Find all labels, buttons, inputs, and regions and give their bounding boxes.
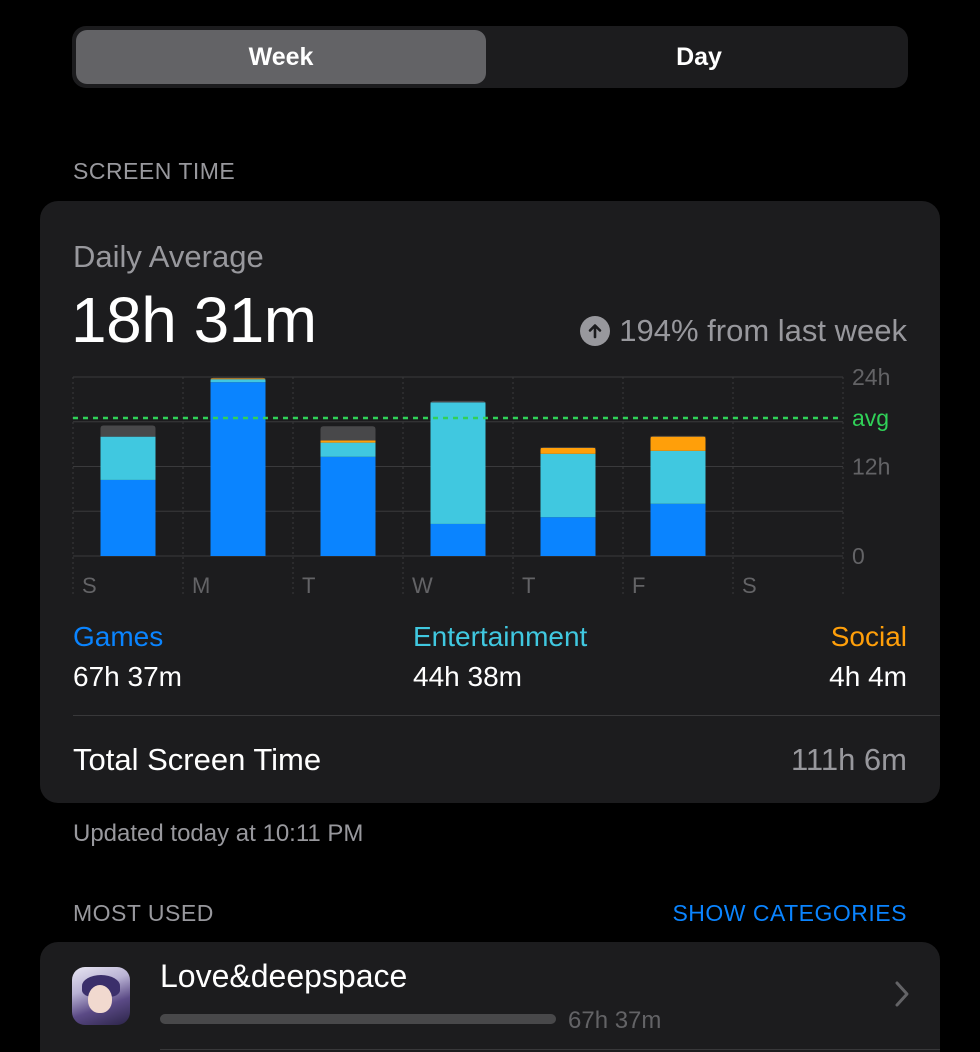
bar-segment-other: [540, 447, 596, 451]
weekly-change-text: 194% from last week: [619, 313, 907, 348]
screen-time-card[interactable]: Daily Average 18h 31m 194% from last wee…: [40, 201, 940, 803]
bar-segment-social: [650, 436, 706, 451]
day-segment[interactable]: Day: [676, 42, 722, 71]
bar-segment-entertainment: [650, 450, 706, 504]
daily-average-label: Daily Average: [73, 239, 264, 274]
day-tick-label: W: [412, 573, 433, 598]
week-segment[interactable]: Week: [76, 30, 486, 84]
category-social-name: Social: [830, 621, 907, 652]
weekly-change: 194% from last week: [580, 313, 907, 349]
screen-time-header: SCREEN TIME: [73, 158, 236, 184]
app-name: Love&deepspace: [160, 958, 408, 994]
bar-segment-games: [210, 382, 266, 556]
updated-timestamp: Updated today at 10:11 PM: [73, 820, 364, 847]
day-tick-label: S: [82, 573, 97, 598]
row-divider: [160, 1049, 940, 1050]
bar-segment-entertainment: [540, 453, 596, 518]
bar-segment-entertainment: [210, 379, 266, 383]
bar-segment-other: [650, 435, 706, 439]
week-day-segmented-control: Week Day: [72, 26, 908, 88]
category-games-value: 67h 37m: [73, 661, 182, 692]
category-social-value: 4h 4m: [829, 661, 907, 692]
y-tick-label: 24h: [852, 364, 890, 390]
chevron-right-icon: [895, 981, 909, 1007]
day-tick-label: F: [632, 573, 645, 598]
category-entertainment-name: Entertainment: [413, 621, 588, 652]
day-tick-label: T: [522, 573, 535, 598]
category-games: Games 67h 37m: [73, 621, 182, 693]
category-social: Social 4h 4m: [829, 621, 907, 693]
y-tick-label: 0: [852, 543, 865, 569]
y-tick-label: 12h: [852, 454, 890, 480]
bar-segment-games: [540, 517, 596, 556]
bar-segment-social: [320, 440, 376, 443]
bar-segment-entertainment: [320, 442, 376, 457]
bar-segment-games: [430, 523, 486, 556]
bar-segment-other: [100, 425, 156, 437]
bar-segment-games: [320, 456, 376, 556]
day-tick-label: T: [302, 573, 315, 598]
bar-segment-entertainment: [430, 402, 486, 524]
day-tick-label: M: [192, 573, 210, 598]
category-entertainment: Entertainment 44h 38m: [413, 621, 587, 693]
most-used-list: Love&deepspace 67h 37m: [40, 942, 940, 1052]
most-used-header: MOST USED: [73, 900, 214, 926]
app-usage-bar: [160, 1014, 556, 1024]
category-games-name: Games: [73, 621, 164, 652]
show-categories-button[interactable]: SHOW CATEGORIES: [672, 900, 907, 926]
bar-segment-other: [430, 400, 486, 404]
bar-segment-other: [210, 377, 266, 381]
bar-segment-games: [100, 479, 156, 556]
bar-segment-other: [320, 426, 376, 441]
card-divider: [73, 715, 940, 716]
app-icon: [72, 967, 130, 1025]
bar-segment-entertainment: [100, 436, 156, 480]
average-label: avg: [852, 405, 889, 431]
daily-average-value: 18h 31m: [71, 284, 317, 356]
day-tick-label: S: [742, 573, 757, 598]
total-screen-time-value: 111h 6m: [790, 742, 907, 777]
bar-segment-social: [210, 378, 266, 380]
bar-segment-games: [650, 503, 706, 556]
bar-segment-social: [540, 447, 596, 454]
total-screen-time-label: Total Screen Time: [73, 742, 322, 777]
app-usage-time: 67h 37m: [568, 1007, 662, 1034]
arrow-up-circle-icon: [580, 316, 611, 346]
category-entertainment-value: 44h 38m: [413, 661, 522, 692]
